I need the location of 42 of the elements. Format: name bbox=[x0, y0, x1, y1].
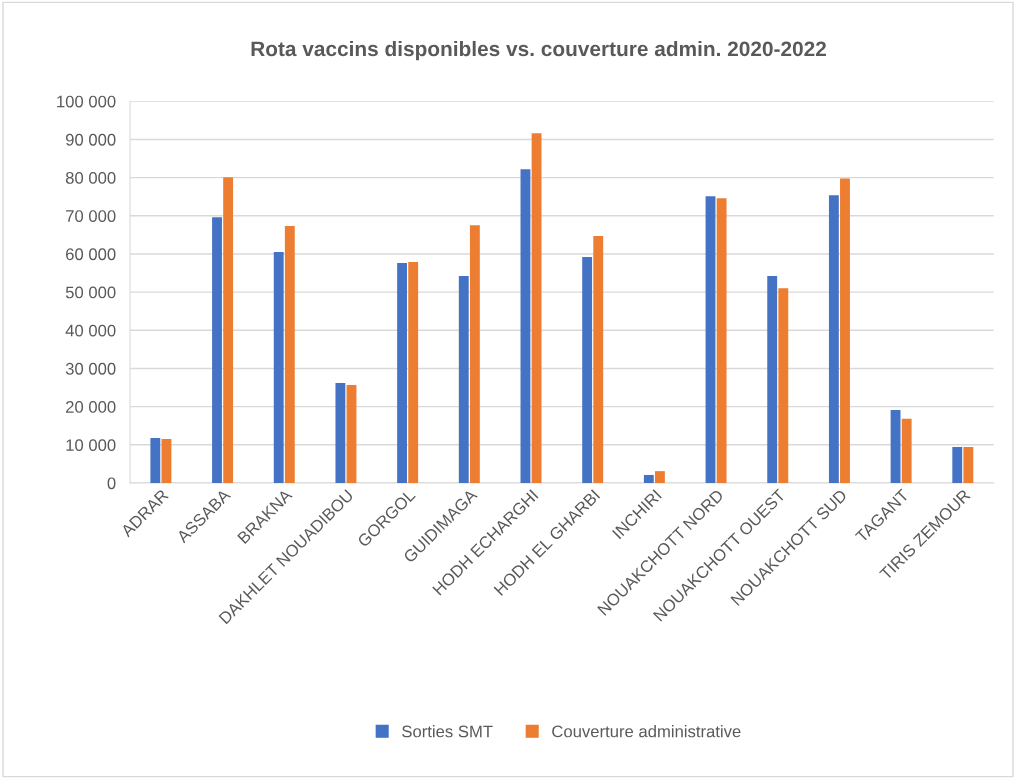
bar bbox=[520, 169, 531, 483]
bar bbox=[458, 276, 469, 483]
bar bbox=[716, 198, 727, 483]
bar bbox=[284, 226, 295, 483]
legend-label: Sorties SMT bbox=[402, 725, 493, 738]
bar bbox=[593, 236, 604, 483]
bar bbox=[952, 447, 963, 483]
y-tick-label: 40 000 bbox=[65, 324, 116, 337]
y-tick-label: 60 000 bbox=[66, 248, 116, 261]
bar bbox=[150, 437, 161, 483]
bar bbox=[212, 217, 222, 483]
bar bbox=[963, 447, 974, 483]
y-tick-label: 0 bbox=[107, 477, 116, 490]
bar bbox=[901, 418, 912, 483]
bar bbox=[890, 410, 901, 483]
y-tick-label: 50 000 bbox=[65, 286, 116, 299]
bar bbox=[273, 252, 284, 483]
y-tick-label: 100 000 bbox=[57, 95, 116, 108]
y-tick-label: 30 000 bbox=[65, 362, 116, 375]
legend-label: Couverture administrative bbox=[552, 725, 741, 738]
bar bbox=[531, 133, 542, 483]
bar bbox=[778, 288, 789, 483]
y-tick-label: 80 000 bbox=[65, 172, 116, 184]
bar bbox=[828, 195, 839, 483]
chart-title: Rota vaccins disponibles vs. couverture admin. 2020-2022 bbox=[251, 40, 826, 61]
bar bbox=[767, 276, 778, 483]
y-tick-label: 20 000 bbox=[66, 401, 116, 413]
bar bbox=[840, 178, 850, 483]
y-tick-label: 10 000 bbox=[66, 439, 116, 452]
bar bbox=[397, 263, 408, 483]
bar bbox=[408, 261, 419, 483]
bar bbox=[582, 257, 593, 483]
bar bbox=[469, 225, 480, 483]
bar bbox=[654, 471, 665, 483]
bar bbox=[705, 196, 716, 483]
y-tick-label: 70 000 bbox=[66, 210, 116, 222]
bar bbox=[335, 382, 346, 483]
bar bbox=[346, 384, 357, 483]
bar bbox=[643, 474, 654, 483]
bar bbox=[161, 439, 172, 483]
bar bbox=[223, 177, 234, 483]
y-tick-label: 90 000 bbox=[65, 133, 116, 146]
